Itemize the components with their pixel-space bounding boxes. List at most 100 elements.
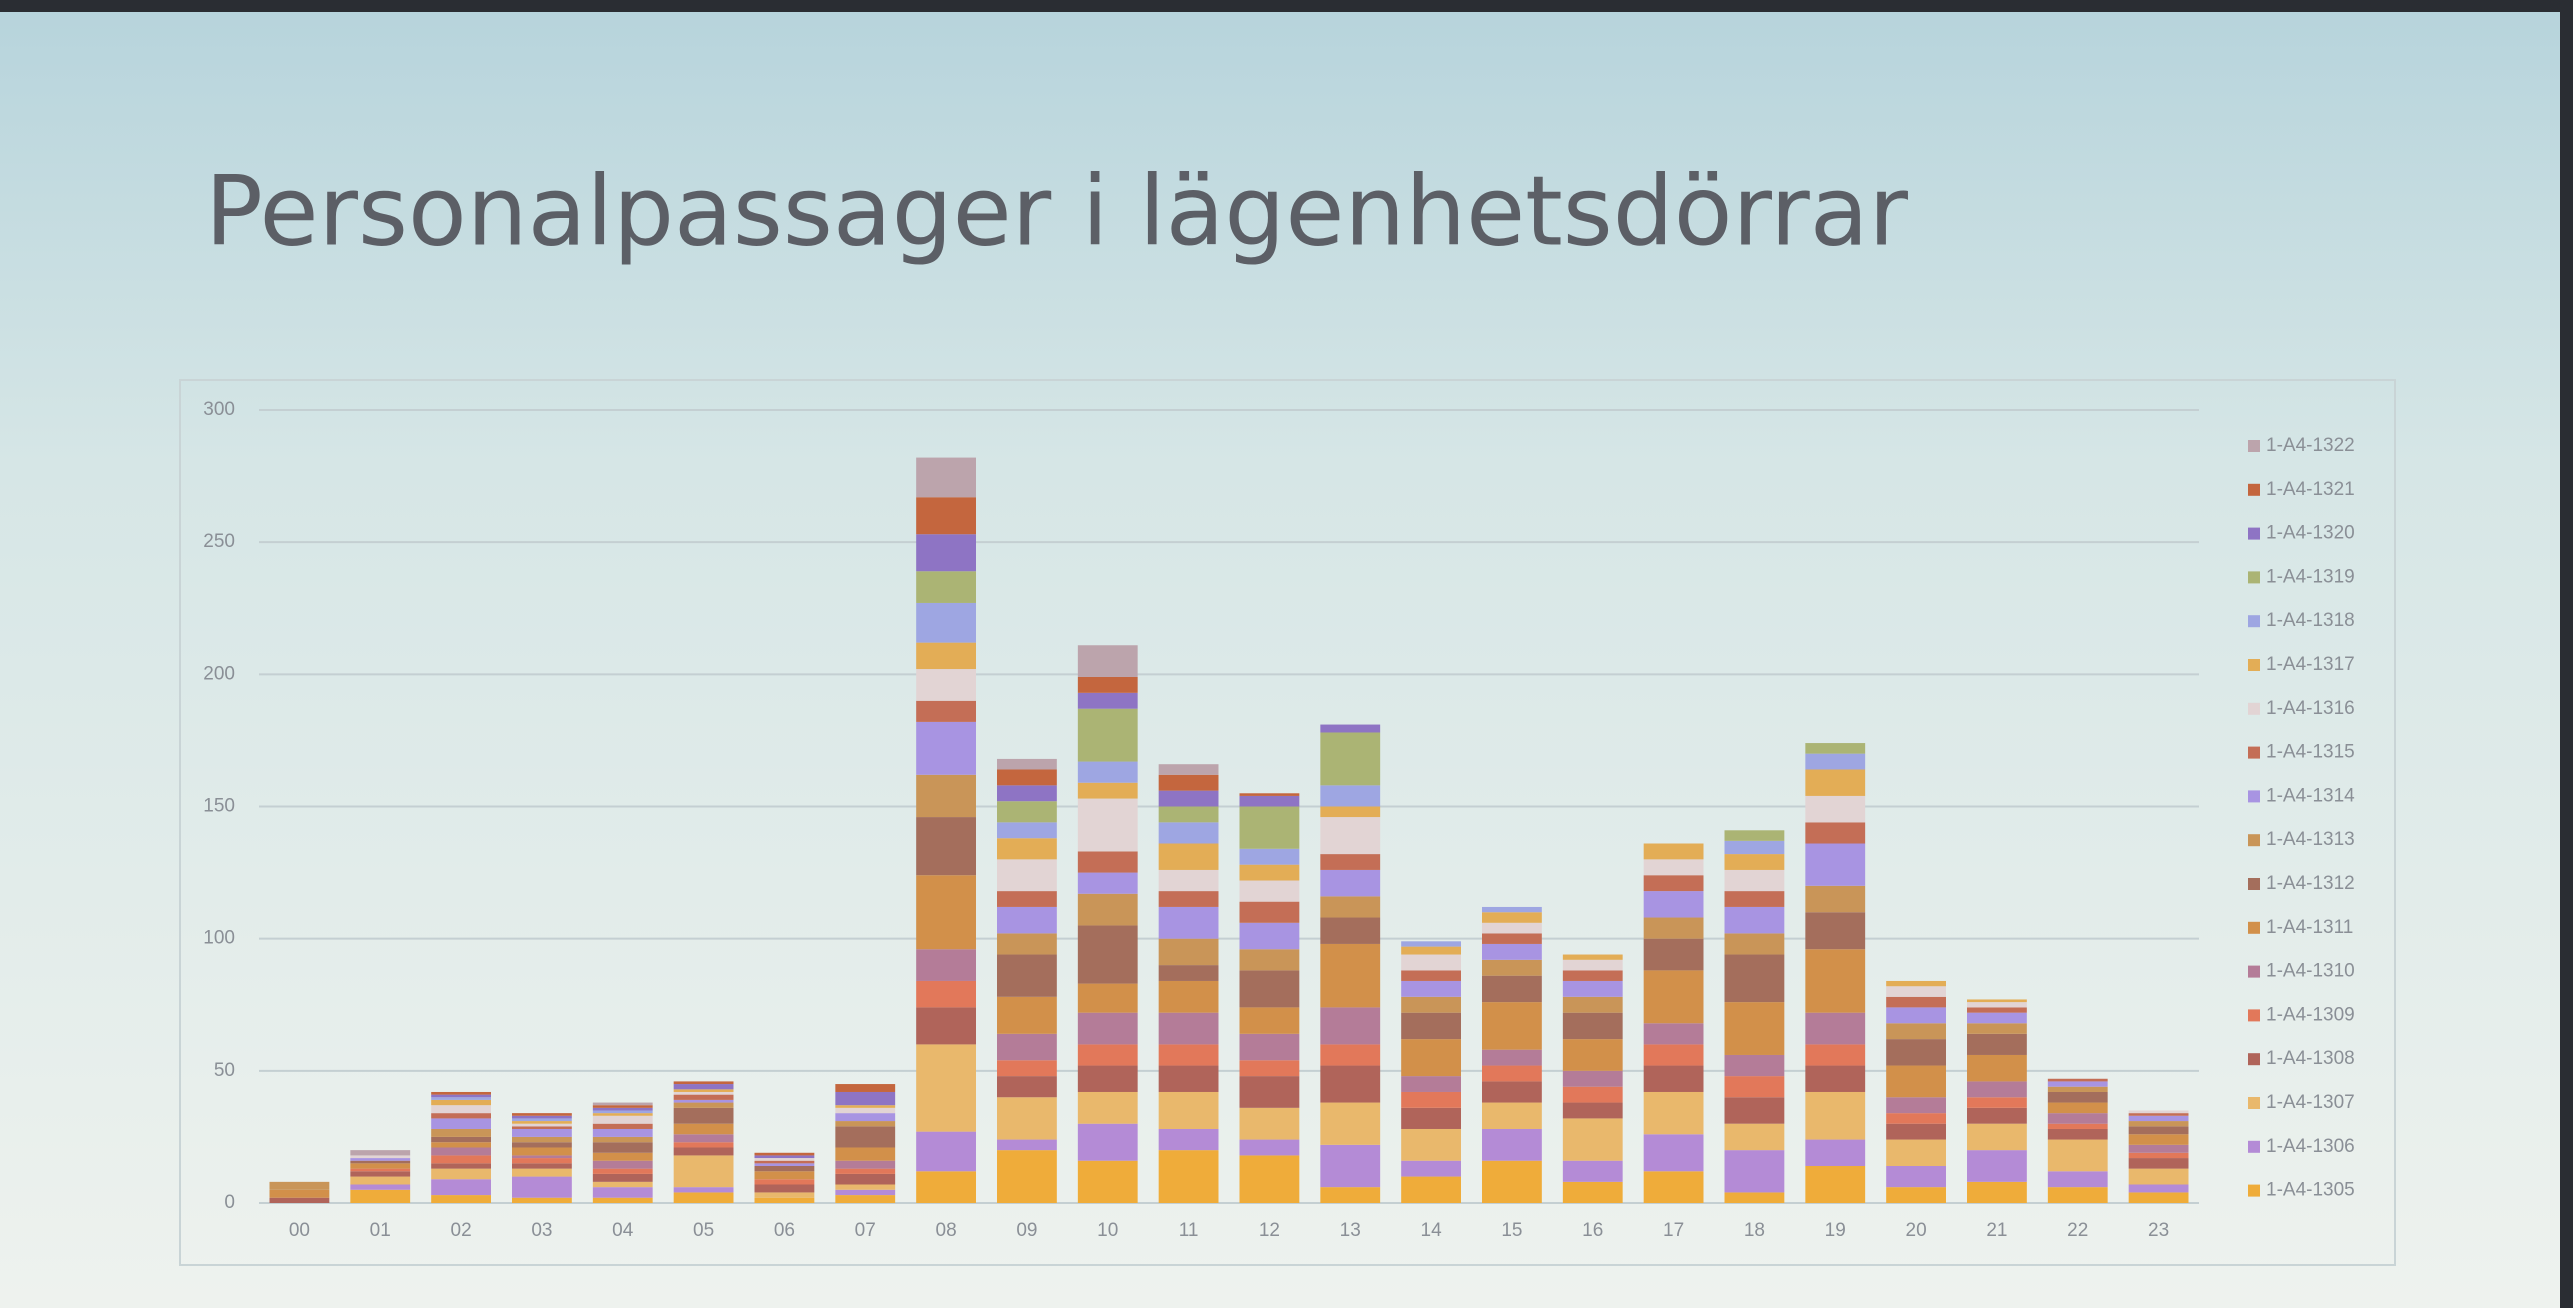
legend-swatch: [2248, 615, 2260, 628]
bar-segment: [997, 785, 1057, 802]
bar-segment: [1320, 1102, 1381, 1145]
bar-segment: [1724, 1150, 1785, 1193]
bar-segment: [2047, 1128, 2108, 1140]
bar-segment: [1562, 970, 1623, 981]
legend-label: 1-A4-1318: [2266, 610, 2355, 631]
bar-segment: [1401, 980, 1461, 997]
bar-segment: [916, 1171, 976, 1203]
bar-segment: [512, 1163, 572, 1169]
bar-segment: [1724, 830, 1785, 841]
bar-segment: [1724, 869, 1785, 892]
bar-segment: [2128, 1110, 2189, 1114]
x-tick-label: 23: [2148, 1220, 2169, 1241]
bar-segment: [1967, 1123, 2027, 1151]
bar-segment: [1077, 1012, 1138, 1045]
legend-label: 1-A4-1306: [2266, 1136, 2355, 1157]
bar-segment: [916, 1007, 976, 1045]
bar-segment: [1724, 933, 1785, 955]
bar-segment: [1724, 1054, 1785, 1077]
bar-segment: [2047, 1081, 2108, 1087]
bar-segment: [1401, 1107, 1461, 1129]
bar-segment: [1401, 1176, 1461, 1203]
bar-segment: [512, 1118, 572, 1122]
bar-segment: [1401, 1160, 1461, 1177]
bar-segment: [1805, 843, 1866, 886]
bar-segment: [1886, 1139, 1946, 1166]
bar-segment: [916, 497, 976, 535]
bar-segment: [1077, 872, 1138, 894]
bar-segment: [1401, 941, 1461, 947]
bar-segment: [1158, 965, 1219, 981]
bar-segment: [1967, 1054, 2027, 1082]
bar-segment: [1158, 843, 1219, 870]
bar-segment: [673, 1192, 734, 1203]
bar-segment: [1967, 1107, 2027, 1124]
x-tick-label: 02: [451, 1220, 472, 1241]
bar-segment: [916, 817, 976, 876]
bar-segment: [1562, 980, 1623, 997]
bar-segment: [1967, 1023, 2027, 1034]
bar-segment: [1401, 996, 1461, 1013]
bar-segment: [2128, 1115, 2189, 1122]
bar-segment: [1886, 1023, 1946, 1040]
bar-segment: [673, 1123, 734, 1135]
bar-segment: [1401, 946, 1461, 955]
x-tick-label: 03: [531, 1220, 552, 1241]
legend-swatch: [2248, 1184, 2260, 1197]
bar-segment: [592, 1173, 653, 1182]
bar-segment: [1562, 996, 1623, 1013]
bar-segment: [1401, 1091, 1461, 1108]
bar-segment: [1482, 906, 1542, 913]
legend-swatch: [2248, 1053, 2260, 1066]
bar-segment: [673, 1102, 734, 1108]
legend-swatch: [2248, 440, 2260, 452]
bar-segment: [754, 1155, 815, 1159]
legend-label: 1-A4-1314: [2266, 785, 2355, 806]
bar-segment: [673, 1091, 734, 1095]
bar-segment: [1239, 1007, 1300, 1034]
bar-segment: [2128, 1168, 2189, 1185]
bar-segment: [1805, 1139, 1866, 1166]
bar-segment: [350, 1184, 411, 1190]
bar-segment: [1724, 1076, 1785, 1098]
bar-segment: [592, 1110, 653, 1114]
bar-segment: [1320, 806, 1381, 818]
bar-segment: [1482, 975, 1542, 1003]
bar-segment: [1562, 1012, 1623, 1040]
bar-segment: [997, 1097, 1057, 1140]
bar-segment: [2047, 1123, 2108, 1129]
bar-segment: [997, 758, 1057, 770]
bar-segment: [835, 1084, 896, 1092]
bar-segment: [350, 1155, 411, 1159]
bar-segment: [1643, 875, 1704, 892]
bar-segment: [1077, 692, 1138, 709]
legend-label: 1-A4-1321: [2266, 479, 2355, 500]
bar-segment: [1967, 1181, 2027, 1203]
bar-segment: [997, 1060, 1057, 1077]
legend-swatch: [2248, 571, 2260, 584]
bar-segment: [1805, 743, 1866, 754]
bar-segment: [1239, 1076, 1300, 1108]
x-tick-label: 05: [693, 1220, 714, 1241]
y-tick-label: 0: [224, 1192, 235, 1213]
bar-segment: [1886, 1113, 1946, 1124]
bar-segment: [350, 1158, 411, 1161]
bar-segment: [1320, 817, 1381, 855]
bar-segment: [1482, 1128, 1542, 1161]
bar-segment: [269, 1181, 330, 1190]
x-tick-label: 01: [370, 1220, 391, 1241]
bar-segment: [835, 1168, 896, 1174]
legend-label: 1-A4-1308: [2266, 1048, 2355, 1069]
bar-segment: [835, 1113, 896, 1122]
bar-segment: [1158, 806, 1219, 823]
bar-segment: [997, 954, 1057, 997]
bar-segment: [2047, 1171, 2108, 1188]
bar-segment: [1482, 1002, 1542, 1050]
bar-segment: [512, 1147, 572, 1156]
bar-segment: [1805, 822, 1866, 844]
bar-segment: [512, 1115, 572, 1119]
bar-segment: [1077, 1091, 1138, 1124]
bar-segment: [1724, 891, 1785, 907]
legend-label: 1-A4-1320: [2266, 523, 2355, 544]
